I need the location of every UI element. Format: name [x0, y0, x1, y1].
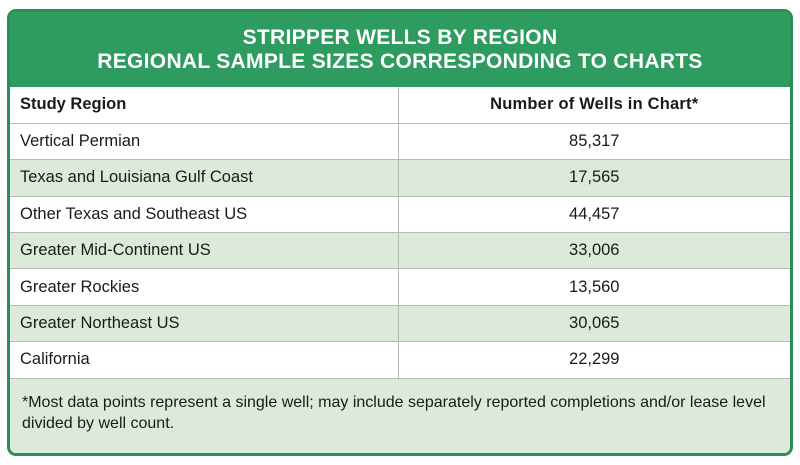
wells-cell: 17,565 — [398, 159, 790, 197]
region-cell: Vertical Permian — [10, 123, 399, 161]
region-cell: Greater Northeast US — [10, 305, 399, 343]
table-title: STRIPPER WELLS BY REGION REGIONAL SAMPLE… — [10, 12, 790, 87]
table-row: Greater Northeast US 30,065 — [10, 305, 790, 343]
stripper-wells-table-card: STRIPPER WELLS BY REGION REGIONAL SAMPLE… — [7, 9, 793, 456]
header-number-of-wells: Number of Wells in Chart* — [398, 87, 790, 124]
wells-cell: 33,006 — [398, 232, 790, 270]
table-row: Texas and Louisiana Gulf Coast 17,565 — [10, 159, 790, 197]
title-line-2: REGIONAL SAMPLE SIZES CORRESPONDING TO C… — [97, 49, 703, 73]
table-header-row: Study Region Number of Wells in Chart* — [10, 87, 790, 124]
table-row: Greater Mid-Continent US 33,006 — [10, 232, 790, 270]
wells-cell: 44,457 — [398, 196, 790, 234]
title-line-1: STRIPPER WELLS BY REGION — [242, 25, 558, 49]
table-row: Greater Rockies 13,560 — [10, 268, 790, 306]
header-study-region: Study Region — [10, 87, 399, 124]
region-cell: Greater Mid-Continent US — [10, 232, 399, 270]
wells-cell: 30,065 — [398, 305, 790, 343]
wells-cell: 13,560 — [398, 268, 790, 306]
region-cell: California — [10, 341, 399, 379]
region-cell: Texas and Louisiana Gulf Coast — [10, 159, 399, 197]
regions-table: Study Region Number of Wells in Chart* V… — [10, 87, 790, 379]
table-row: Vertical Permian 85,317 — [10, 123, 790, 161]
table-row: California 22,299 — [10, 341, 790, 379]
wells-cell: 22,299 — [398, 341, 790, 379]
table-footnote: *Most data points represent a single wel… — [10, 378, 790, 453]
region-cell: Greater Rockies — [10, 268, 399, 306]
region-cell: Other Texas and Southeast US — [10, 196, 399, 234]
table-row: Other Texas and Southeast US 44,457 — [10, 196, 790, 234]
wells-cell: 85,317 — [398, 123, 790, 161]
